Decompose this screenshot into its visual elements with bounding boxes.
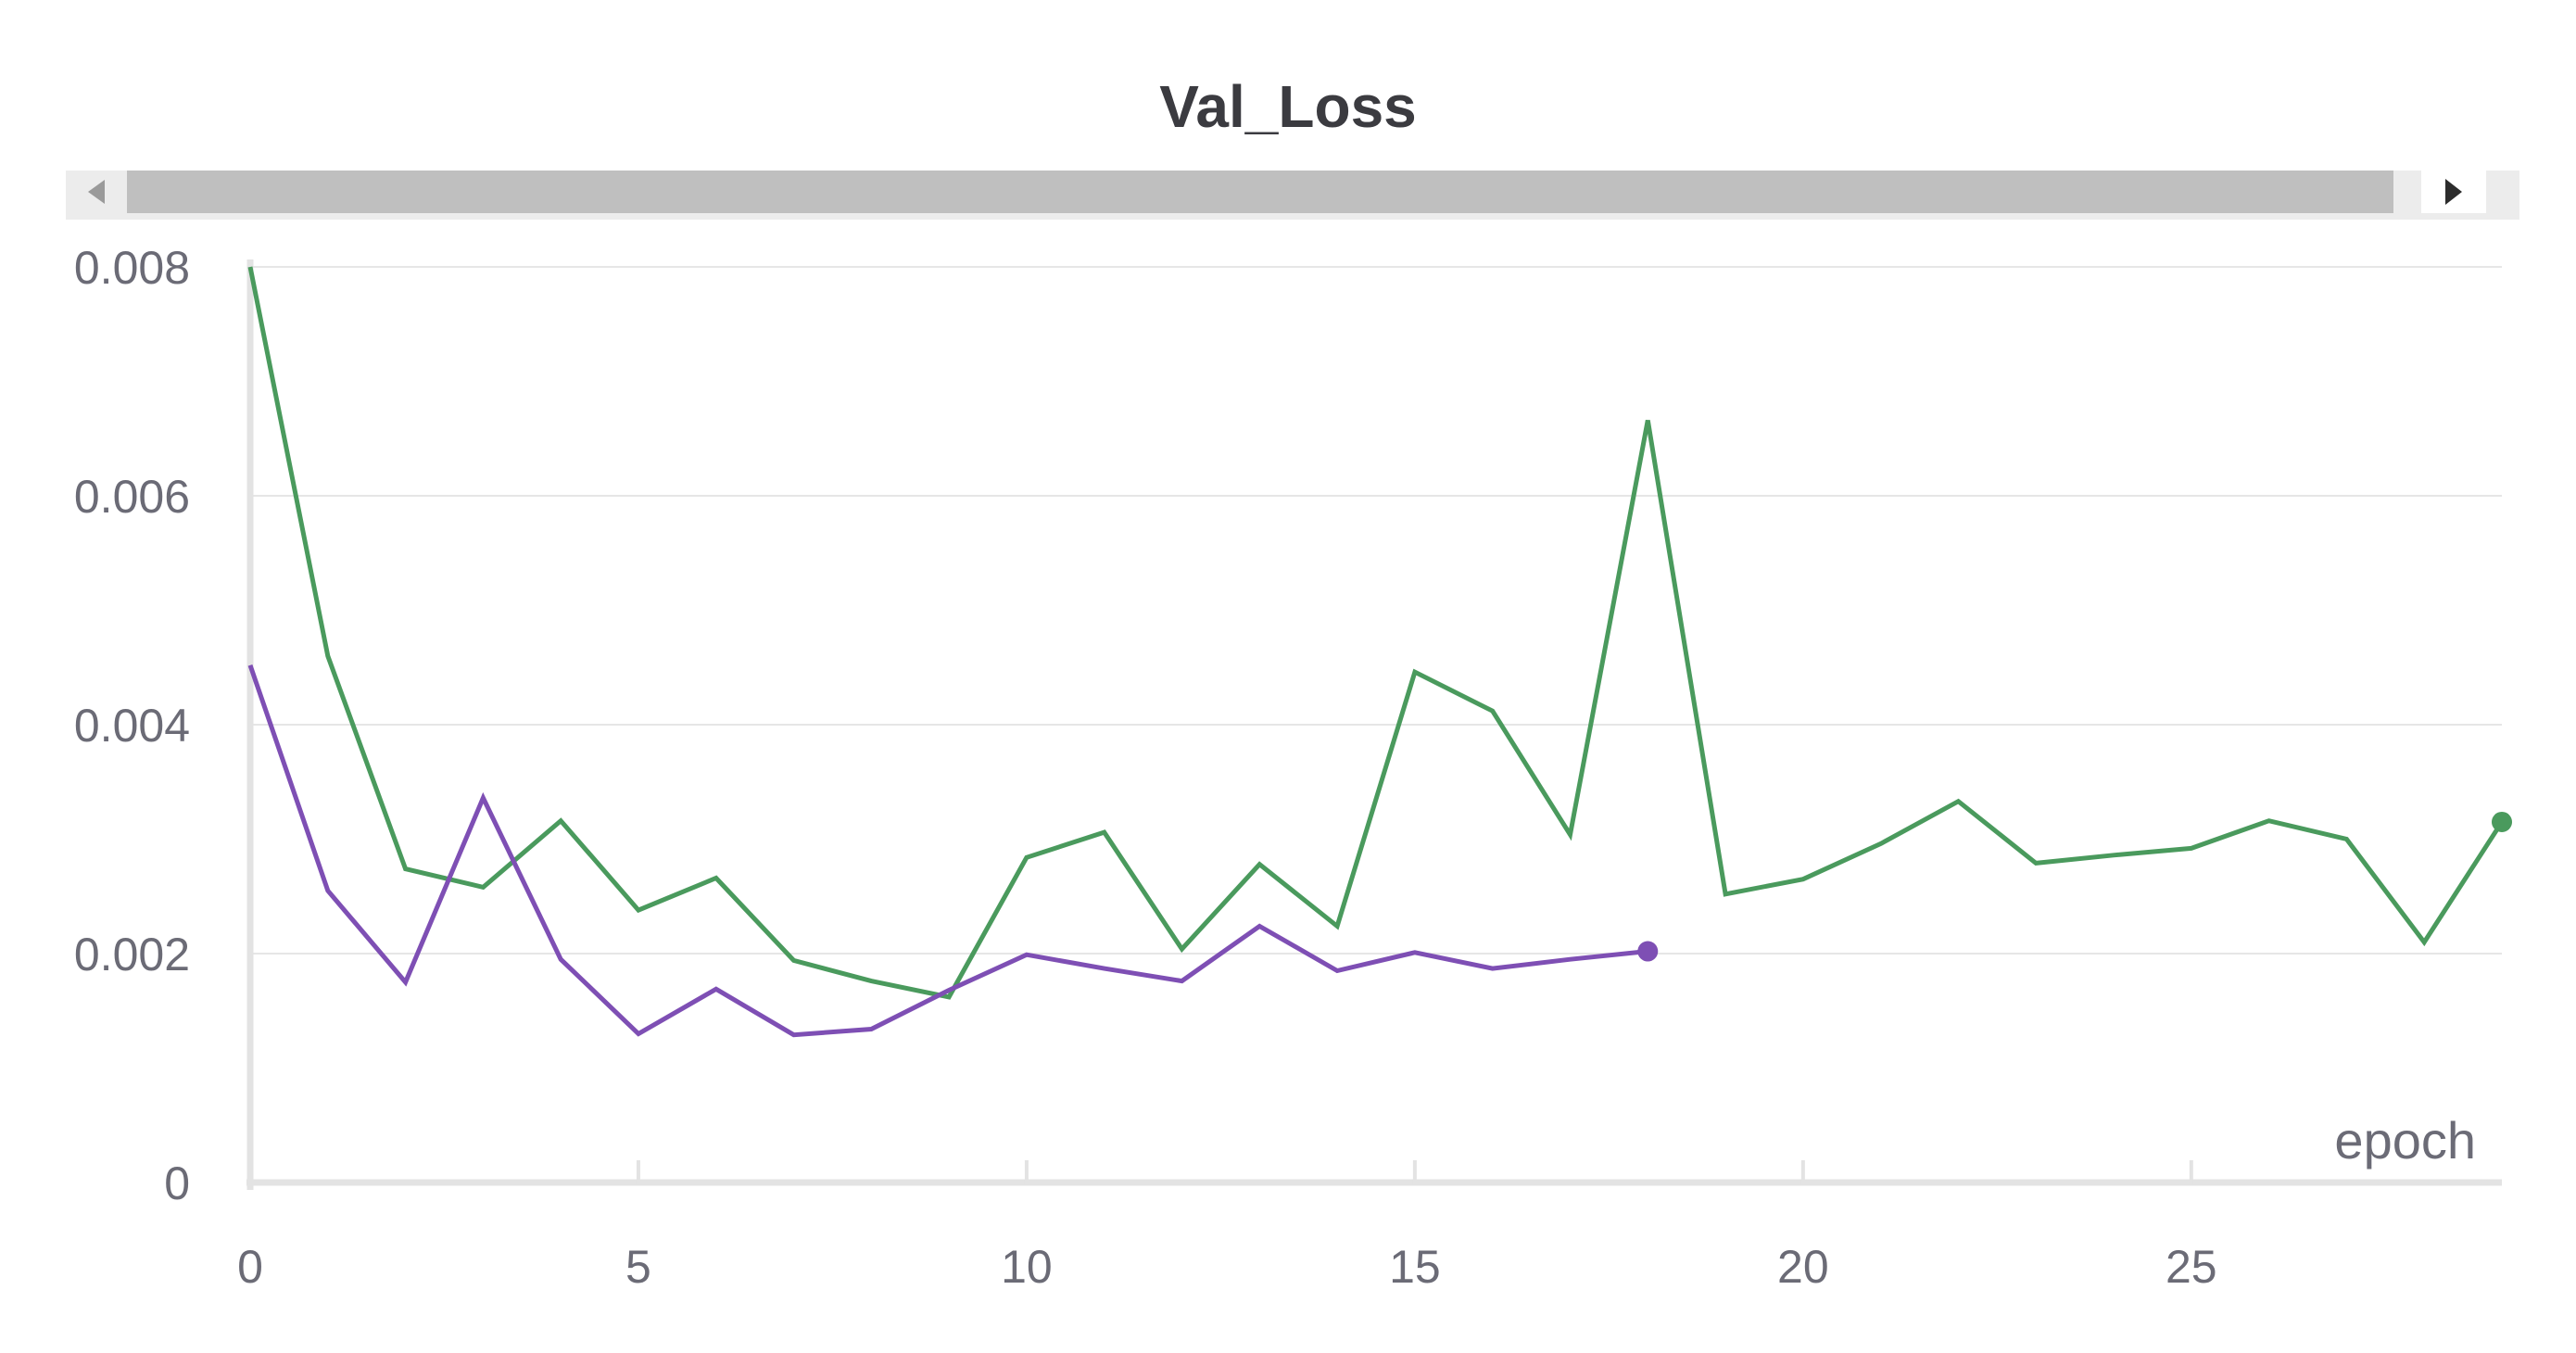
scroll-thumb[interactable] bbox=[127, 171, 2393, 213]
series-line-1 bbox=[247, 266, 2505, 1000]
series-lines bbox=[247, 266, 2512, 1038]
x-tick-label: 5 bbox=[625, 1241, 651, 1293]
grid-lines bbox=[250, 266, 2502, 955]
x-tick-label: 0 bbox=[237, 1241, 263, 1293]
arrow-right-icon bbox=[2445, 179, 2462, 205]
series-line-2 bbox=[247, 664, 1648, 1038]
y-tick-label: 0.008 bbox=[74, 242, 190, 294]
x-tick-label: 25 bbox=[2166, 1241, 2217, 1293]
x-tick-label: 15 bbox=[1389, 1241, 1441, 1293]
axes bbox=[246, 259, 2502, 1190]
scroll-left-button[interactable] bbox=[66, 171, 127, 213]
y-axis-ticks: 0 0.002 0.004 0.006 0.008 bbox=[74, 242, 190, 1209]
y-tick-label: 0 bbox=[164, 1157, 190, 1209]
x-tick-label: 10 bbox=[1001, 1241, 1053, 1293]
y-tick-label: 0.002 bbox=[74, 929, 190, 980]
x-axis-label: epoch bbox=[2334, 1111, 2476, 1170]
y-tick-label: 0.004 bbox=[74, 700, 190, 752]
y-tick-label: 0.006 bbox=[74, 471, 190, 523]
x-tick-label: 20 bbox=[1777, 1241, 1829, 1293]
chart-scrollbar[interactable] bbox=[66, 171, 2519, 220]
arrow-left-icon bbox=[88, 180, 105, 204]
x-axis-ticks: 0 5 10 15 20 25 bbox=[237, 1160, 2217, 1293]
scroll-right-button[interactable] bbox=[2421, 171, 2486, 213]
chart-title: Val_Loss bbox=[1159, 73, 1417, 140]
series-end-point-2 bbox=[1637, 941, 1659, 962]
series-end-point-1 bbox=[2492, 811, 2512, 832]
